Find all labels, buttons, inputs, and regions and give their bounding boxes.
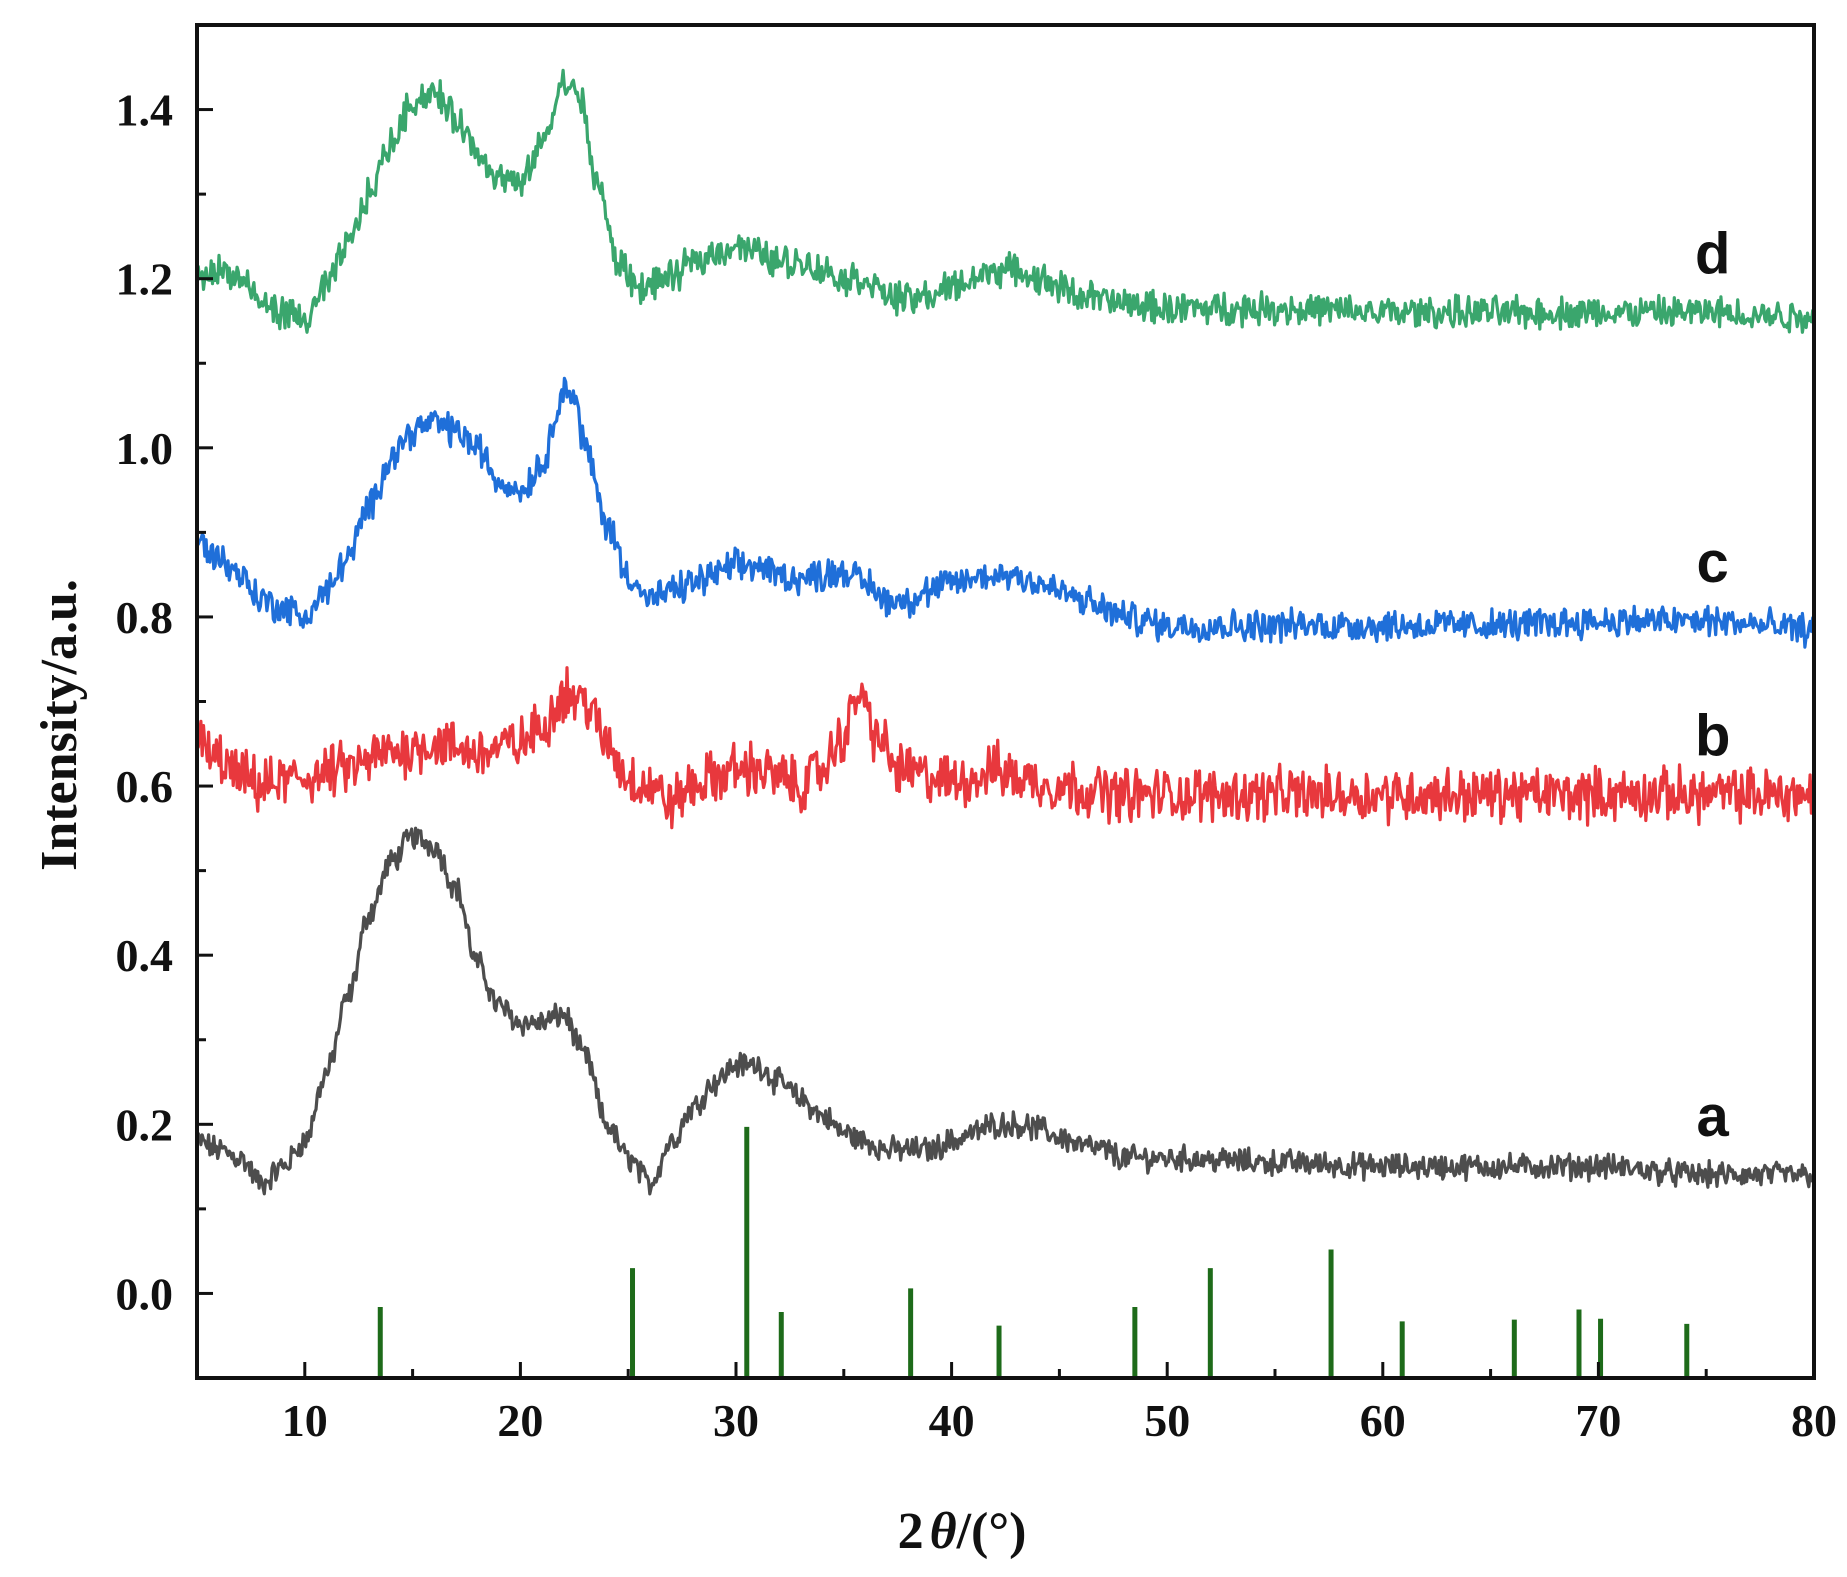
y-tick-label: 0.2 bbox=[116, 1099, 174, 1150]
x-axis-title-prefix: 2 bbox=[898, 1503, 924, 1560]
y-tick-label: 0.8 bbox=[116, 592, 174, 643]
y-tick-label: 1.4 bbox=[116, 85, 174, 136]
curve-label-d: d bbox=[1695, 221, 1730, 286]
curve-labels: a b c d bbox=[1695, 221, 1730, 1148]
curve-label-a: a bbox=[1697, 1084, 1730, 1149]
y-tick-label: 1.2 bbox=[116, 254, 174, 305]
curve-label-b: b bbox=[1695, 703, 1730, 768]
x-tick-label: 40 bbox=[929, 1395, 975, 1446]
series-line-a bbox=[195, 826, 1815, 1196]
x-tick-label: 10 bbox=[282, 1395, 328, 1446]
x-tick-label: 60 bbox=[1360, 1395, 1406, 1446]
curve-label-c: c bbox=[1697, 530, 1729, 595]
y-tick-label: 0.6 bbox=[116, 761, 174, 812]
x-axis-title: 2 θ/(°) bbox=[898, 1503, 1027, 1560]
reference-peaks bbox=[377, 1126, 1690, 1378]
x-axis-title-theta: θ bbox=[930, 1503, 957, 1560]
x-tick-label: 30 bbox=[713, 1395, 759, 1446]
x-axis: 10 20 30 40 50 60 70 80 bbox=[195, 1362, 1837, 1446]
y-axis-title: Intensity/a.u. bbox=[31, 579, 88, 871]
series-lines bbox=[195, 68, 1816, 1196]
x-tick-label: 80 bbox=[1791, 1395, 1837, 1446]
series-line-b bbox=[195, 666, 1816, 830]
y-tick-label: 0.0 bbox=[116, 1268, 174, 1319]
series-line-d bbox=[195, 68, 1816, 334]
y-axis: 0.0 0.2 0.4 0.6 0.8 1.0 1.2 1.4 bbox=[116, 23, 213, 1380]
series-line-c bbox=[195, 376, 1816, 649]
y-tick-label: 1.0 bbox=[116, 423, 174, 474]
x-tick-label: 20 bbox=[497, 1395, 543, 1446]
x-axis-title-unit: /(°) bbox=[956, 1503, 1027, 1560]
x-tick-label: 70 bbox=[1575, 1395, 1621, 1446]
y-tick-label: 0.4 bbox=[116, 930, 174, 981]
x-tick-label: 50 bbox=[1144, 1395, 1190, 1446]
